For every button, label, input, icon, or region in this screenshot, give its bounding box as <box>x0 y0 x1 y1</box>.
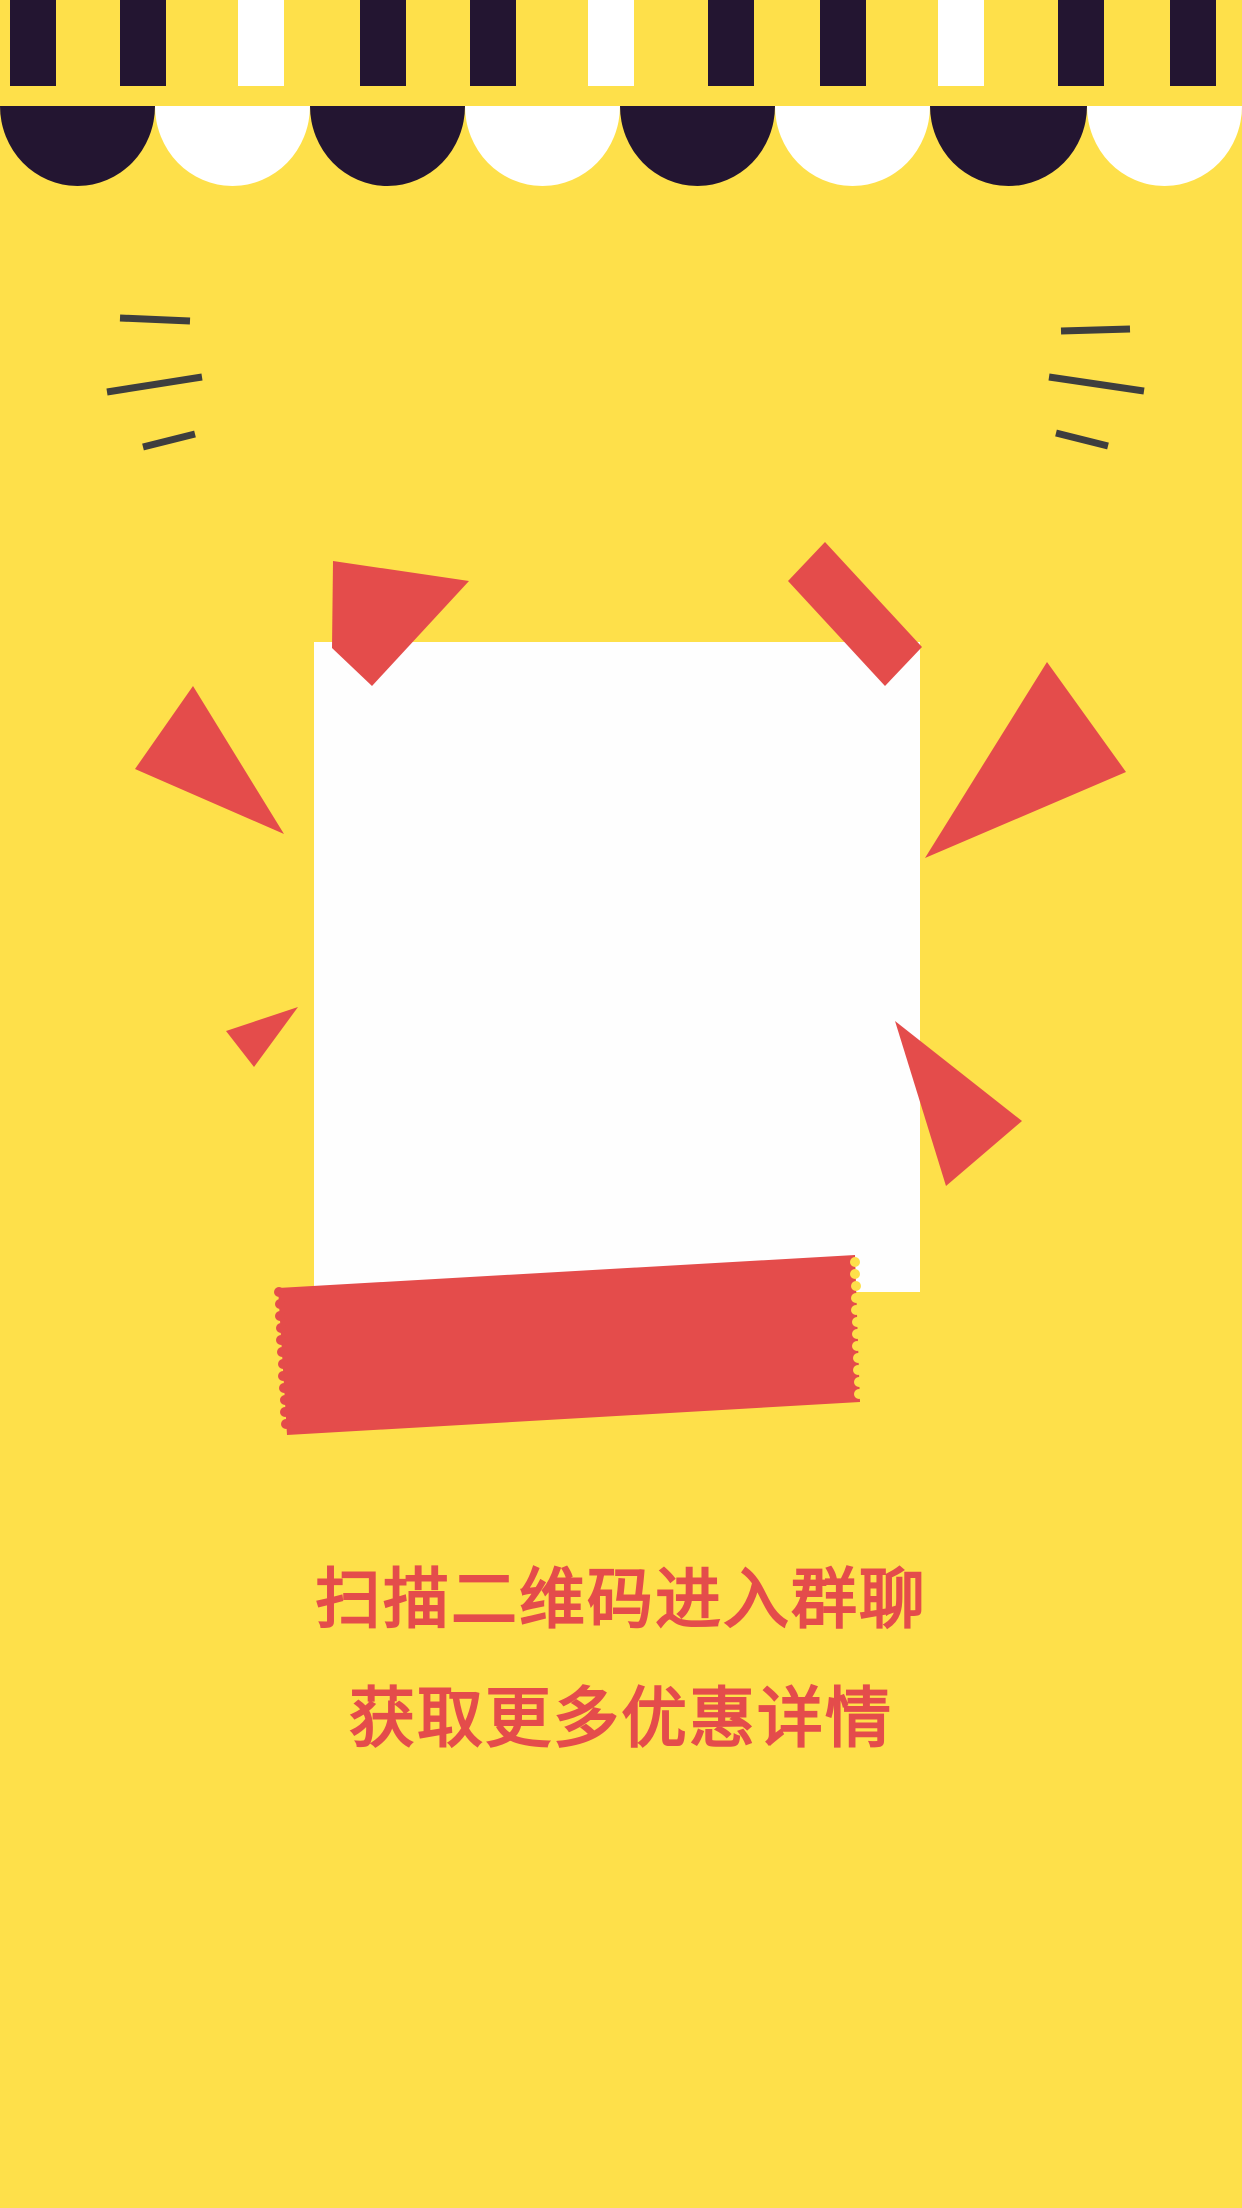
awning-stripe <box>938 0 984 86</box>
triangle-right-large <box>925 662 1126 858</box>
awning-stripe <box>708 0 754 86</box>
ribbon-scallop <box>275 1311 285 1321</box>
ribbon-notch <box>854 1377 864 1387</box>
awning-scallop <box>310 106 465 186</box>
ribbon-scallop <box>278 1371 288 1381</box>
awning-scallop <box>775 106 930 186</box>
dash-mark <box>106 373 203 396</box>
ribbon-notch <box>851 1305 861 1315</box>
ribbon-notch <box>852 1329 862 1339</box>
ribbon-scallop <box>276 1335 286 1345</box>
tape-strip-left <box>332 561 469 686</box>
awning-scallop <box>465 106 620 186</box>
ribbon-scallop <box>279 1383 289 1393</box>
awning-stripe <box>120 0 166 86</box>
ribbon-notch <box>850 1257 860 1267</box>
awning-scallop <box>620 106 775 186</box>
ribbon-scallop <box>281 1419 291 1429</box>
awning-stripe <box>10 0 56 86</box>
dash-mark <box>1060 325 1131 335</box>
awning-scallops <box>0 106 1242 186</box>
awning-stripes <box>0 0 1242 106</box>
awning-stripe <box>588 0 634 86</box>
awning-scallop <box>1087 106 1242 186</box>
ribbon-right-notches <box>850 1257 864 1399</box>
ribbon-notch <box>852 1341 862 1351</box>
ribbon-notch <box>854 1389 864 1399</box>
triangle-left-small <box>226 1007 298 1067</box>
ribbon-scallop <box>280 1395 290 1405</box>
awning-scallop <box>930 106 1087 186</box>
dashes-right <box>1048 325 1145 450</box>
ribbon-notch <box>850 1269 860 1279</box>
dashes-left <box>106 314 203 451</box>
awning-stripe <box>1170 0 1216 86</box>
triangle-right-lower <box>895 1021 1022 1186</box>
awning-stripe <box>238 0 284 86</box>
ribbon-body <box>278 1255 860 1435</box>
dash-mark <box>1048 373 1145 395</box>
ribbon-notch <box>853 1365 863 1375</box>
caption-line-2: 获取更多优惠详情 <box>349 1680 893 1757</box>
ribbon-notch <box>851 1281 861 1291</box>
ribbon-scallop <box>276 1323 286 1333</box>
ribbon-scallop <box>280 1407 290 1417</box>
triangle-left-large <box>135 686 284 834</box>
awning-stripe <box>820 0 866 86</box>
ribbon-scallop <box>275 1299 285 1309</box>
dash-mark <box>1055 429 1109 450</box>
ribbon-notch <box>852 1317 862 1327</box>
awning-scallop <box>0 106 155 186</box>
ribbon-notch <box>851 1293 861 1303</box>
qr-card <box>314 642 920 1292</box>
ribbon-scallop <box>274 1287 284 1297</box>
awning-stripe <box>1058 0 1104 86</box>
tape-strip-right <box>788 542 922 686</box>
ribbon-scallop <box>277 1347 287 1357</box>
awning-scallop <box>155 106 310 186</box>
ribbon-left-scallops <box>274 1287 291 1429</box>
caption-line-1: 扫描二维码进入群聊 <box>315 1561 927 1638</box>
ribbon-scallop <box>278 1359 288 1369</box>
awning-stripe <box>470 0 516 86</box>
awning-stripe <box>360 0 406 86</box>
ribbon-notch <box>853 1353 863 1363</box>
ribbon-banner <box>274 1255 864 1435</box>
dash-mark <box>119 314 191 325</box>
dash-mark <box>142 430 196 451</box>
